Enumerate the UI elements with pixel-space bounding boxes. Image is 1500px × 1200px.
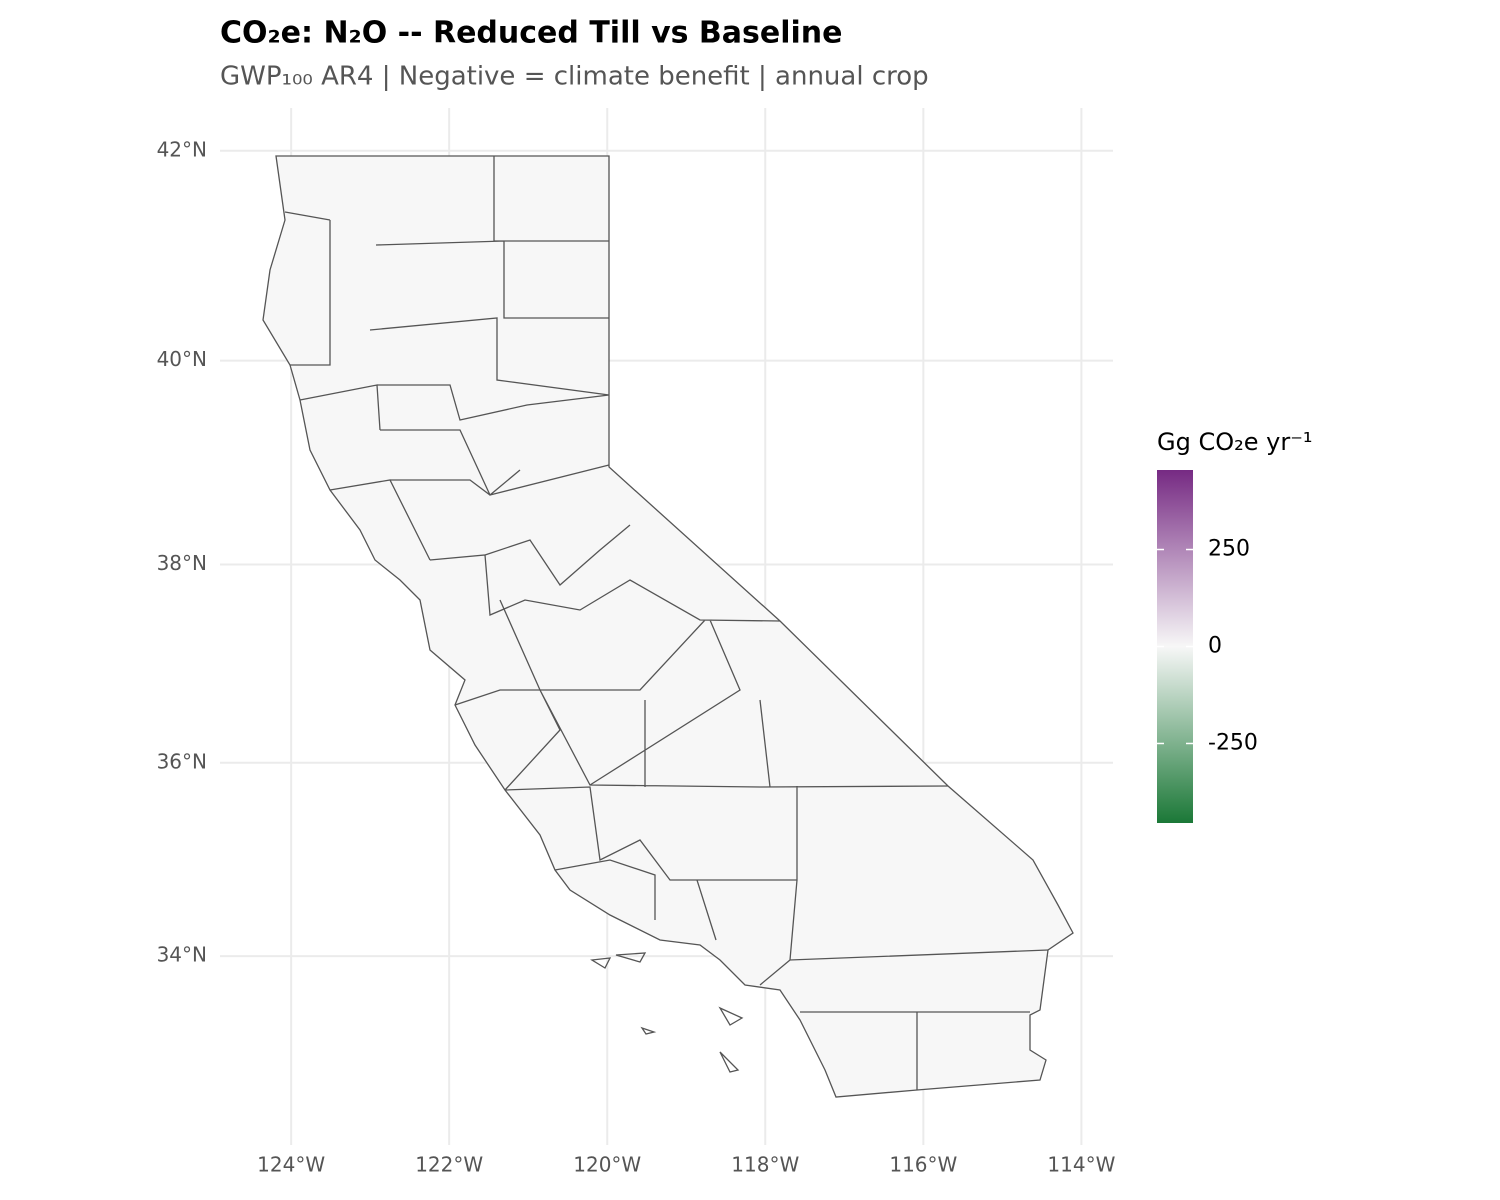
legend-tick-label: 250 [1208, 537, 1250, 562]
y-tick-label: 38°N [157, 551, 207, 575]
y-tick-label: 36°N [157, 749, 207, 773]
axes: 124°W 122°W 120°W 118°W 116°W 114°W 34°N 36°N 38… [157, 137, 1116, 1176]
legend-title: Gg CO₂e yr⁻¹ [1157, 428, 1312, 456]
y-tick-label: 34°N [157, 943, 207, 967]
y-tick-label: 40°N [157, 347, 207, 371]
california-map [262, 155, 1074, 1098]
x-tick-label: 118°W [731, 1153, 799, 1177]
county-lines [284, 156, 1049, 1090]
chart-subtitle: GWP₁₀₀ AR4 | Negative = climate benefit … [220, 62, 929, 92]
legend-tick-label: -250 [1208, 730, 1258, 755]
y-tick-label: 42°N [157, 137, 207, 161]
legend-tick-label: 0 [1208, 634, 1222, 659]
islands [590, 952, 744, 1073]
x-tick-label: 122°W [415, 1153, 483, 1177]
x-tick-label: 114°W [1047, 1153, 1115, 1177]
chart-title: CO₂e: N₂O -- Reduced Till vs Baseline [220, 16, 843, 51]
x-tick-label: 116°W [889, 1153, 957, 1177]
x-tick-label: 124°W [257, 1153, 325, 1177]
legend: -250 0 250 [1157, 470, 1258, 823]
x-tick-label: 120°W [573, 1153, 641, 1177]
state-outline [262, 155, 1074, 1098]
